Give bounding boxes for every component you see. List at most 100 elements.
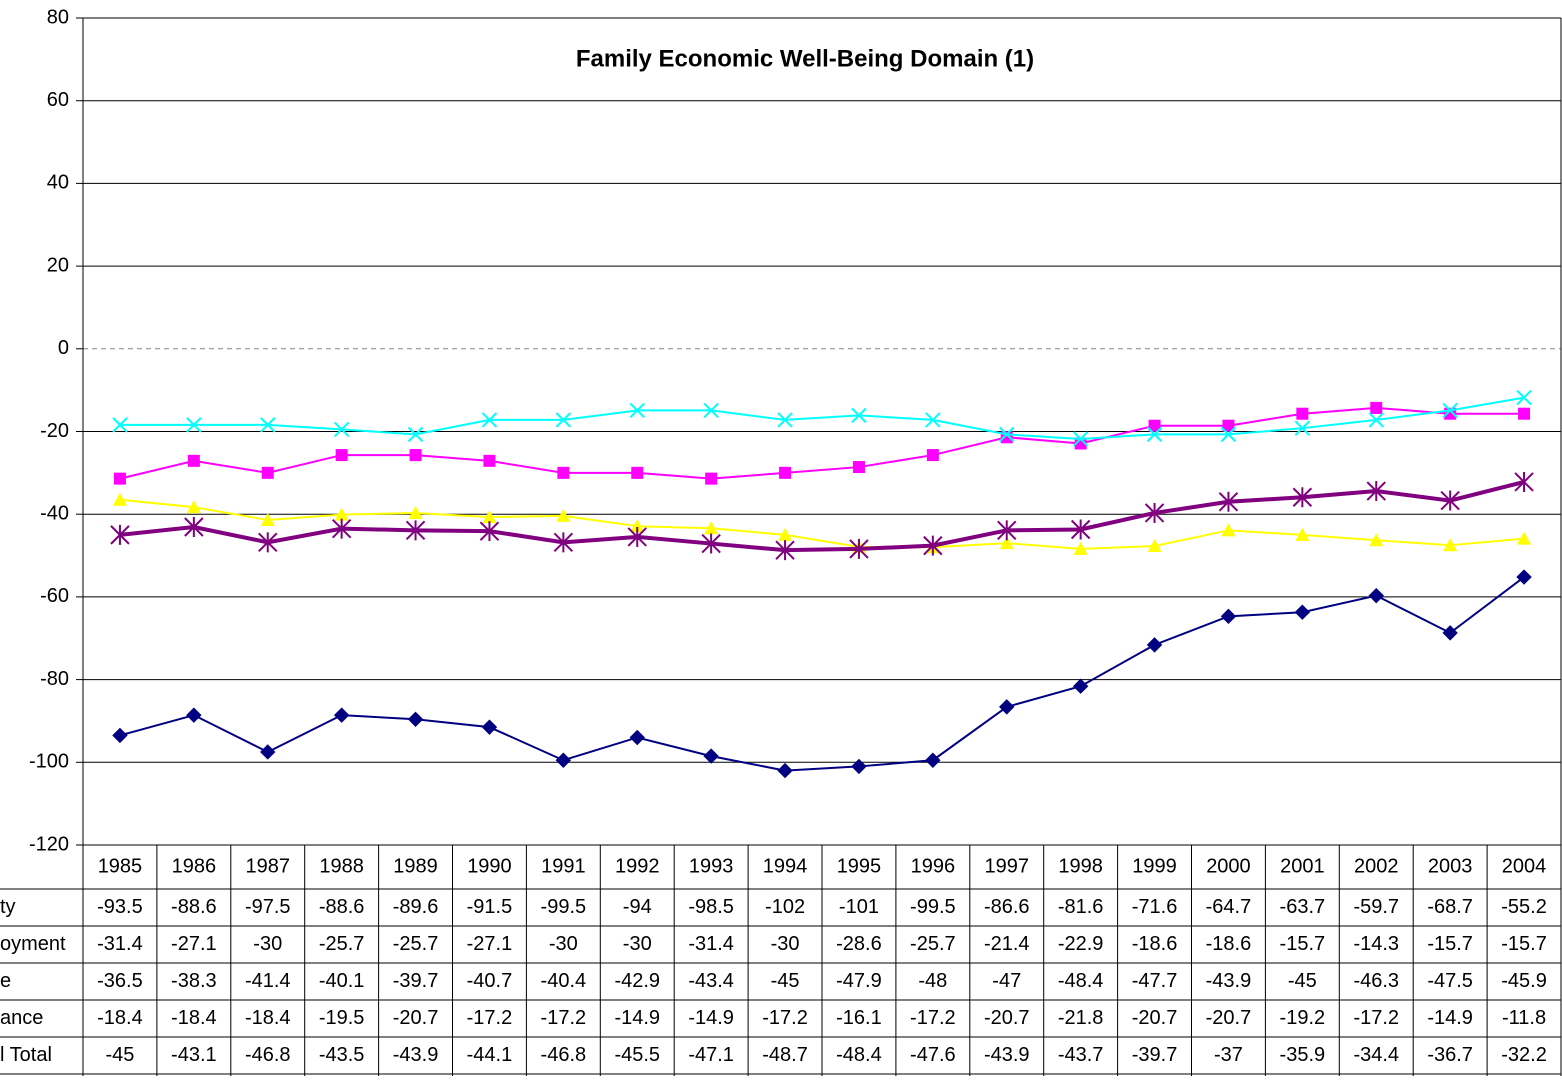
marker <box>627 526 647 547</box>
marker <box>479 521 500 542</box>
table-value: -42.9 <box>614 970 660 992</box>
table-value: -27.1 <box>171 933 217 955</box>
table-value: -25.7 <box>319 933 365 955</box>
marker <box>631 466 644 479</box>
table-value: -43.9 <box>393 1044 439 1066</box>
marker <box>701 533 721 554</box>
table-value: -94 <box>623 896 652 918</box>
marker <box>1440 490 1460 511</box>
marker <box>925 752 941 768</box>
table-value: -97.5 <box>245 896 291 918</box>
x-tick-label: 1985 <box>98 855 143 877</box>
marker <box>1294 420 1311 436</box>
marker <box>187 454 200 467</box>
table-value: -102 <box>765 896 805 918</box>
x-tick-label: 1987 <box>246 855 291 877</box>
marker <box>1368 412 1384 428</box>
marker <box>555 412 572 428</box>
marker <box>1072 678 1089 694</box>
table-value: -27.1 <box>467 933 513 955</box>
table-value: -89.6 <box>393 896 439 918</box>
marker <box>1147 539 1162 553</box>
marker <box>481 412 498 428</box>
marker <box>409 449 422 462</box>
marker <box>775 540 795 561</box>
table-value: -16.1 <box>836 1007 882 1029</box>
marker <box>260 417 276 433</box>
table-value: -41.4 <box>245 970 291 992</box>
marker <box>999 699 1015 715</box>
table-value: -45.9 <box>1501 970 1547 992</box>
table-value: -47.6 <box>910 1044 956 1066</box>
x-tick-label: 1990 <box>467 855 512 877</box>
legend-label: oyment <box>0 933 66 955</box>
marker <box>333 707 350 723</box>
y-tick-label: -60 <box>40 585 69 607</box>
marker <box>777 412 793 428</box>
marker <box>705 472 718 485</box>
table-value: -48 <box>918 970 947 992</box>
marker <box>557 466 570 479</box>
y-tick-label: -80 <box>40 668 69 690</box>
table-value: -11.8 <box>1502 1007 1546 1029</box>
table-value: -25.7 <box>910 933 956 955</box>
table-value: -88.6 <box>319 896 365 918</box>
marker <box>186 417 202 433</box>
table-value: -43.1 <box>171 1044 217 1066</box>
table-value: -15.7 <box>1427 933 1473 955</box>
legend-label: e <box>0 970 11 992</box>
marker <box>1070 519 1091 540</box>
table-value: -30 <box>549 933 578 955</box>
x-tick-label: 1995 <box>837 855 882 877</box>
marker <box>1222 419 1235 432</box>
table-value: -43.9 <box>1206 970 1252 992</box>
marker <box>331 518 352 539</box>
y-tick-label: -20 <box>40 420 69 442</box>
table-value: -38.3 <box>171 970 217 992</box>
table-value: -45 <box>771 970 800 992</box>
x-tick-label: 2004 <box>1502 855 1547 877</box>
table-value: -17.2 <box>541 1007 587 1029</box>
x-tick-label: 2000 <box>1206 855 1251 877</box>
marker <box>779 466 792 479</box>
marker <box>407 426 424 443</box>
table-value: -14.3 <box>1353 933 1399 955</box>
table-value: -20.7 <box>1132 1007 1178 1029</box>
marker <box>407 711 424 728</box>
table-value: -91.5 <box>467 896 513 918</box>
marker <box>703 402 719 419</box>
marker <box>1220 426 1237 443</box>
marker <box>1146 426 1163 443</box>
table-value: -21.8 <box>1058 1007 1104 1029</box>
marker <box>333 421 350 438</box>
marker <box>1370 401 1383 414</box>
marker <box>1442 402 1458 419</box>
table-value: -99.5 <box>910 896 956 918</box>
table-value: -48.4 <box>1058 970 1104 992</box>
marker <box>1072 431 1089 447</box>
marker <box>408 505 423 519</box>
y-tick-label: -40 <box>40 502 69 524</box>
table-value: -86.6 <box>984 896 1030 918</box>
x-tick-label: 1994 <box>763 855 808 877</box>
table-value: -64.7 <box>1206 896 1252 918</box>
marker <box>1292 487 1313 508</box>
table-value: -44.1 <box>467 1044 513 1066</box>
table-value: -43.9 <box>984 1044 1030 1066</box>
table-value: -18.4 <box>245 1007 291 1029</box>
table-value: -25.7 <box>393 933 439 955</box>
table-value: -98.5 <box>688 896 734 918</box>
marker <box>630 519 645 533</box>
table-value: -17.2 <box>1353 1007 1399 1029</box>
marker <box>778 527 793 541</box>
marker <box>1146 637 1163 653</box>
y-tick-label: -120 <box>29 833 69 855</box>
marker <box>1144 502 1165 523</box>
table-value: -45.5 <box>614 1044 660 1066</box>
table-value: -46.8 <box>541 1044 587 1066</box>
table-value: -20.7 <box>984 1007 1030 1029</box>
table-value: -30 <box>623 933 652 955</box>
marker <box>1073 541 1088 555</box>
marker <box>1368 587 1384 604</box>
